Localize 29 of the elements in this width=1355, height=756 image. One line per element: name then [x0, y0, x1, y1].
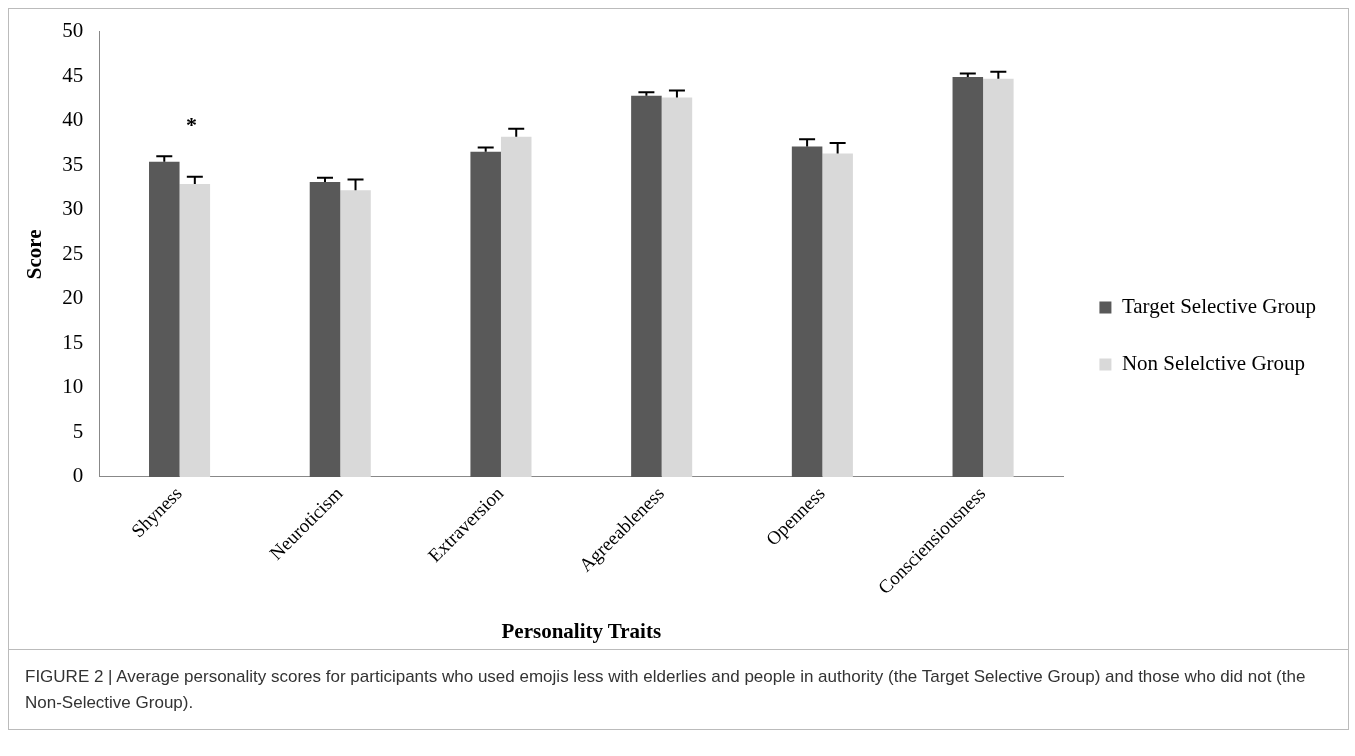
bar — [952, 77, 984, 477]
caption: FIGURE 2 | Average personality scores for participants who used emojis less with elderlies and people in authority (the Target Selective Group) and those who did not (the Non-Selective Group). — [9, 649, 1348, 729]
y-tick-label: 10 — [62, 374, 84, 399]
y-tick-label: 5 — [72, 418, 84, 443]
bar — [500, 136, 532, 477]
y-tick-label: 40 — [62, 107, 84, 132]
bar — [149, 161, 180, 477]
legend-label: Target Selective Group — [1121, 294, 1316, 319]
y-tick-label: 0 — [72, 463, 84, 488]
bar — [661, 97, 693, 477]
legend-label: Non Selelctive Group — [1121, 351, 1306, 376]
bar — [340, 190, 371, 477]
bar — [631, 95, 662, 477]
x-axis-title: Personality Traits — [501, 618, 662, 643]
bar — [179, 183, 211, 477]
y-tick-label: 25 — [62, 240, 84, 265]
y-tick-label: 20 — [62, 285, 84, 310]
annotation: * — [186, 112, 198, 138]
bar — [470, 151, 501, 477]
y-axis-title: Score — [22, 229, 47, 280]
y-tick-label: 45 — [62, 62, 84, 87]
y-tick-label: 30 — [62, 196, 84, 221]
bar — [309, 182, 341, 477]
bar — [791, 146, 823, 477]
y-tick-label: 15 — [62, 329, 84, 354]
bar — [822, 153, 853, 477]
y-tick-label: 50 — [62, 18, 84, 43]
bar — [983, 78, 1014, 477]
y-tick-label: 35 — [62, 151, 84, 176]
